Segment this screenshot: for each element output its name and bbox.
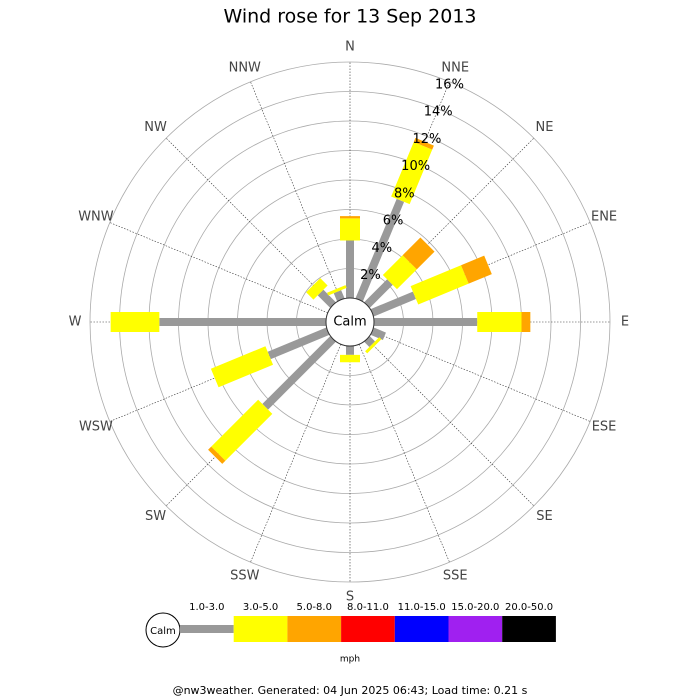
direction-label: SE: [536, 509, 552, 524]
legend-label: 20.0-50.0: [505, 602, 553, 613]
wind-bar: [208, 446, 226, 464]
wind-bar: [370, 327, 386, 340]
r-tick-label: 8%: [394, 186, 415, 201]
wind-bar: [364, 279, 393, 308]
direction-label: E: [621, 315, 629, 330]
direction-label: SSW: [230, 569, 260, 584]
footer: @nw3weather. Generated: 04 Jun 2025 06:4…: [173, 684, 528, 697]
wind-bar: [306, 278, 328, 300]
r-tick-label: 2%: [360, 268, 381, 283]
legend-label: 15.0-20.0: [451, 602, 499, 613]
legend-swatch: [180, 625, 234, 633]
wind-bar: [382, 255, 417, 290]
wind-bar: [391, 142, 433, 205]
wind-bar: [317, 289, 336, 308]
direction-label: N: [345, 40, 355, 55]
legend-label: 3.0-5.0: [243, 602, 278, 613]
legend-swatch: [287, 616, 342, 642]
wind-bar: [210, 346, 274, 388]
spoke: [372, 330, 591, 422]
wind-bar: [327, 285, 347, 296]
calm-circle: [325, 297, 375, 347]
spoke: [250, 81, 342, 300]
wind-bar: [410, 265, 469, 305]
spoke: [109, 222, 328, 314]
legend-swatch: [448, 616, 503, 642]
legend-label: 8.0-11.0: [347, 602, 389, 613]
wind-bar: [211, 399, 273, 461]
calm-label: Calm: [333, 315, 366, 330]
spoke: [366, 338, 535, 507]
r-tick-label: 14%: [424, 105, 453, 120]
direction-label: S: [346, 590, 354, 605]
wind-bar: [262, 336, 336, 410]
wind-bar: [402, 237, 435, 270]
direction-label: NNE: [441, 60, 469, 75]
wind-bar: [267, 327, 330, 360]
spoke: [165, 137, 334, 306]
direction-label: ENE: [591, 209, 617, 224]
direction-label: NE: [535, 120, 553, 135]
legend-swatch: [233, 616, 288, 642]
legend-label: 1.0-3.0: [189, 602, 224, 613]
legend-calm-label: Calm: [150, 626, 176, 637]
direction-label: WNW: [78, 209, 114, 224]
r-tick-label: 4%: [371, 241, 392, 256]
wind-bar: [333, 290, 345, 302]
wind-bar: [413, 137, 434, 150]
r-tick-label: 6%: [383, 214, 404, 229]
wind-bar: [355, 198, 405, 302]
spoke: [250, 344, 342, 563]
legend-swatch: [341, 616, 395, 642]
legend-swatch: [502, 616, 556, 642]
legend-label: 11.0-15.0: [398, 602, 446, 613]
direction-label: WSW: [79, 420, 113, 435]
r-tick-label: 16%: [435, 77, 464, 92]
wind-bar: [370, 291, 416, 317]
chart-title: Wind rose for 13 Sep 2013: [223, 6, 476, 28]
direction-label: NW: [144, 120, 167, 135]
wind-bar: [461, 255, 492, 284]
direction-label: W: [69, 315, 82, 330]
r-tick-label: 12%: [412, 132, 441, 147]
wind-bar: [364, 336, 376, 348]
r-tick-label: 10%: [401, 159, 430, 174]
legend-label: 5.0-8.0: [297, 602, 332, 613]
direction-label: NNW: [229, 60, 261, 75]
direction-label: SW: [145, 509, 166, 524]
grid-ring: [89, 61, 611, 583]
direction-label: ESE: [592, 420, 617, 435]
unit-label: mph: [340, 655, 360, 665]
direction-label: SSE: [443, 569, 468, 584]
wind-bar: [365, 337, 382, 354]
legend-swatch: [394, 616, 449, 642]
spoke: [358, 344, 450, 563]
